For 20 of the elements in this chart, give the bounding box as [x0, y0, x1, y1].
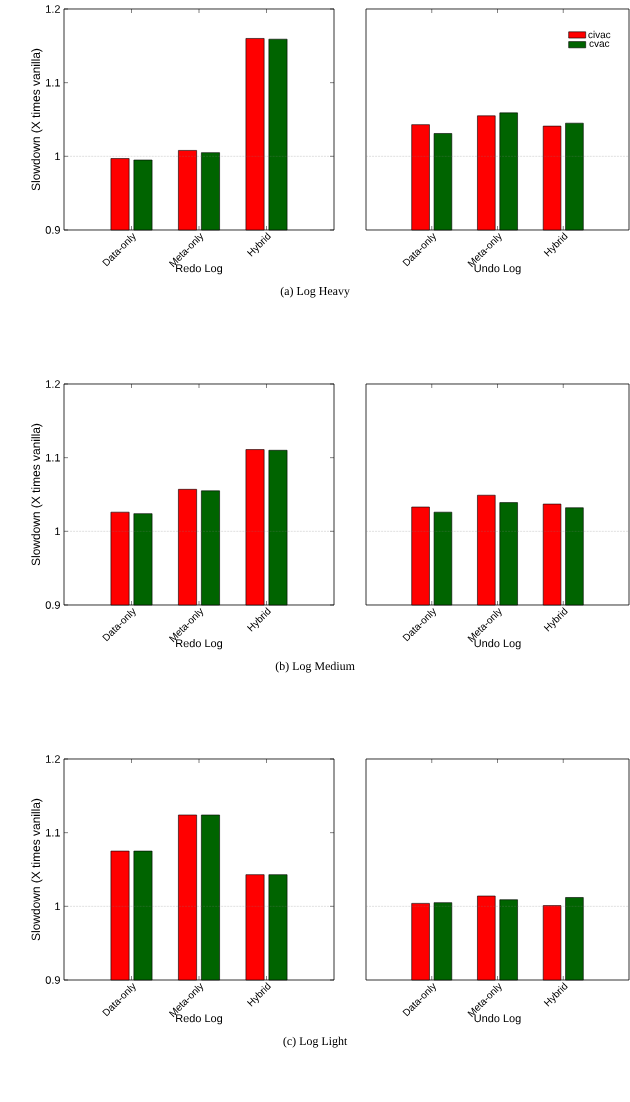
- y-tick-label: 0.9: [45, 601, 60, 609]
- y-tick-label: 1.1: [46, 78, 60, 87]
- y-tick-label: 1.1: [46, 453, 60, 462]
- y-axis-title: Slowdown (X times vanilla): [31, 423, 43, 566]
- y-axis-title: Slowdown (X times vanilla): [31, 798, 43, 941]
- y-axis-title: Slowdown (X times vanilla): [31, 48, 43, 191]
- text: (c) Log Light: [283, 1036, 348, 1048]
- y-tick-label: 0.9: [45, 976, 60, 984]
- y-tick-label: 1.2: [46, 755, 60, 763]
- y-tick-label: 1.2: [46, 380, 60, 388]
- y-tick-label: 1: [55, 902, 60, 911]
- y-tick-label: 1.1: [46, 828, 60, 837]
- y-tick-label: 0.9: [45, 226, 60, 234]
- y-tick-label: 1.2: [46, 5, 60, 13]
- text: (a) Log Heavy: [280, 286, 350, 298]
- legend-label: cvac: [589, 41, 610, 48]
- y-tick-label: 1: [55, 152, 60, 161]
- legend-label: civac: [588, 30, 611, 39]
- y-tick-label: 1: [55, 527, 60, 536]
- text: (b) Log Medium: [275, 661, 355, 673]
